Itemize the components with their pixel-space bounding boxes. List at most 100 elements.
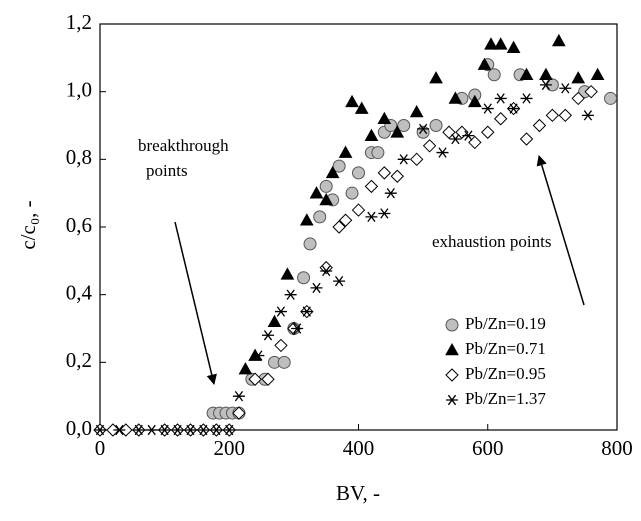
data-point — [319, 179, 333, 193]
data-point — [422, 139, 437, 153]
data-point — [493, 112, 508, 126]
data-point — [539, 79, 552, 91]
data-point — [106, 423, 120, 437]
data-point — [371, 146, 385, 160]
data-point — [436, 147, 449, 158]
data-point — [261, 372, 275, 386]
data-point — [384, 187, 397, 199]
data-point — [409, 104, 424, 118]
legend-marker — [445, 318, 459, 332]
data-point — [507, 103, 520, 114]
y-tick-label: 0,4 — [66, 280, 93, 304]
data-point — [113, 424, 126, 436]
data-point — [571, 71, 586, 84]
data-point — [487, 68, 501, 82]
data-point — [338, 145, 353, 158]
data-point — [274, 338, 288, 353]
data-point — [284, 289, 297, 300]
data-point — [449, 133, 462, 145]
data-point — [532, 118, 547, 133]
data-point — [319, 192, 334, 206]
data-point — [429, 119, 443, 132]
data-point — [158, 424, 171, 436]
data-point — [571, 91, 585, 106]
y-tick-label: 0,2 — [66, 348, 92, 372]
data-point — [238, 362, 253, 375]
data-point — [300, 306, 313, 317]
data-point — [313, 210, 327, 224]
data-point — [365, 211, 378, 223]
data-point — [506, 40, 521, 53]
data-point — [197, 424, 210, 436]
data-point — [232, 406, 246, 420]
data-point — [310, 282, 323, 294]
data-point — [145, 424, 158, 436]
x-tick-label: 200 — [214, 436, 246, 460]
data-point — [429, 71, 443, 84]
data-point — [477, 57, 492, 70]
data-point — [332, 159, 346, 173]
y-tick-label: 0,6 — [66, 213, 92, 237]
data-point — [481, 125, 495, 139]
data-point — [493, 37, 508, 50]
data-point — [581, 110, 594, 121]
data-point — [551, 33, 566, 47]
data-point — [604, 91, 618, 105]
data-point — [519, 132, 534, 146]
legend-label: Pb/Zn=1.37 — [465, 389, 546, 408]
data-point — [377, 111, 392, 125]
data-point — [462, 130, 475, 141]
data-point — [210, 424, 223, 436]
data-point — [274, 306, 287, 317]
data-point — [252, 350, 265, 361]
y-axis-label: c/c₀, - — [16, 200, 40, 249]
data-point — [184, 424, 197, 436]
annotation: breakthrough — [138, 136, 229, 155]
data-point — [333, 275, 346, 287]
data-point — [494, 93, 507, 104]
data-point — [584, 84, 598, 99]
data-point — [558, 108, 573, 123]
data-point — [590, 67, 605, 81]
y-tick-label: 0,0 — [66, 416, 92, 440]
data-point — [390, 125, 405, 138]
data-point — [442, 125, 456, 139]
data-point — [299, 213, 314, 226]
data-point — [467, 94, 482, 108]
data-point — [455, 125, 469, 139]
data-point — [320, 265, 333, 277]
data-point — [223, 424, 236, 436]
data-point — [448, 91, 463, 104]
data-point — [520, 93, 533, 104]
data-point — [481, 103, 494, 114]
data-point — [303, 237, 317, 251]
data-point — [297, 271, 311, 285]
legend-label: Pb/Zn=0.95 — [465, 364, 546, 383]
data-point — [559, 83, 572, 94]
data-point — [345, 94, 359, 108]
y-tick-label: 1,0 — [66, 77, 92, 101]
annotation: exhaustion points — [432, 232, 551, 251]
data-point — [417, 123, 430, 135]
data-point — [364, 128, 379, 141]
data-point — [484, 37, 498, 50]
data-point — [409, 152, 424, 167]
data-point — [397, 119, 411, 132]
data-point — [248, 372, 262, 386]
data-point — [364, 179, 379, 194]
data-point — [267, 314, 282, 328]
x-tick-label: 400 — [343, 436, 375, 460]
data-point — [338, 213, 353, 227]
data-point — [345, 186, 359, 200]
legend-label: Pb/Zn=0.71 — [465, 339, 546, 358]
data-point — [94, 424, 106, 436]
data-point — [377, 166, 392, 180]
data-point — [171, 424, 184, 436]
y-tick-label: 1,2 — [66, 10, 92, 34]
x-tick-label: 600 — [472, 436, 504, 460]
data-point — [119, 423, 133, 437]
data-point — [378, 208, 391, 219]
legend-marker — [445, 368, 459, 382]
data-point — [354, 101, 369, 114]
